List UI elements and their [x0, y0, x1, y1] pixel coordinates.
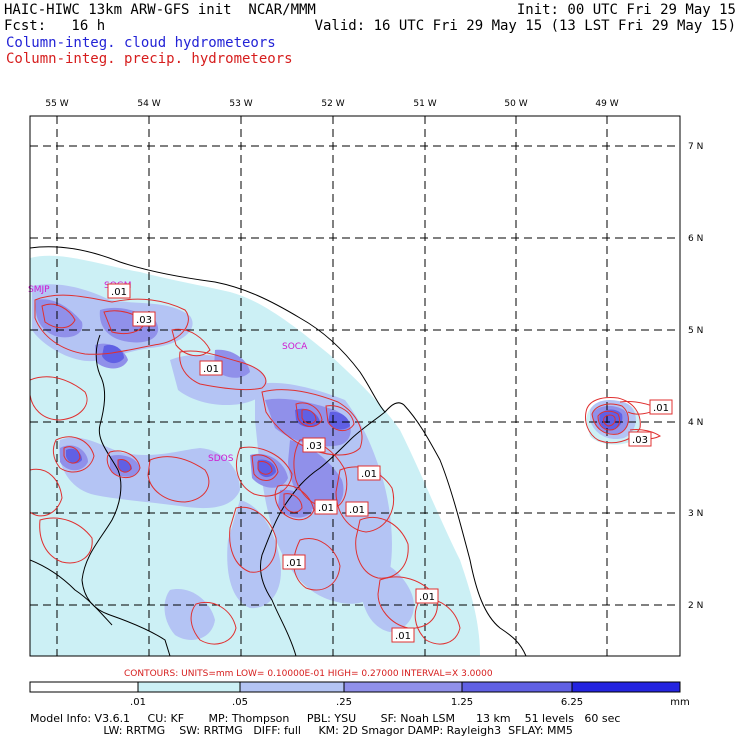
model-info-line2: LW: RRTMG SW: RRTMG DIFF: full KM: 2D Sm…: [30, 724, 573, 737]
lon-label: 54 W: [137, 99, 160, 109]
lon-label: 53 W: [229, 99, 252, 109]
svg-text:.01: .01: [361, 469, 377, 480]
lat-label: 4 N: [688, 418, 703, 428]
colorbar-tick-label: .05: [232, 697, 248, 708]
forecast-hour: Fcst: 16 h: [4, 18, 106, 34]
model-info-line1: Model Info: V3.6.1 CU: KF MP: Thompson P…: [30, 712, 621, 725]
colorbar-segment: [343, 681, 463, 693]
contour-label: .01: [345, 501, 369, 517]
svg-text:.03: .03: [136, 315, 152, 326]
contour-label: .01: [357, 465, 381, 481]
lon-label: 50 W: [504, 99, 527, 109]
contour-label: .01: [199, 360, 223, 376]
contour-label: .01: [391, 627, 415, 643]
svg-text:.01: .01: [419, 592, 435, 603]
map-frame: [29, 115, 681, 657]
hydrometeor-fill: [30, 255, 641, 656]
svg-text:.01: .01: [203, 364, 219, 375]
field-title-cloud: Column-integ. cloud hydrometeors: [6, 35, 276, 51]
svg-text:.01: .01: [318, 503, 334, 514]
svg-text:.01: .01: [395, 631, 411, 642]
colorbar-segment: [137, 681, 241, 693]
contour-info: CONTOURS: UNITS=mm LOW= 0.10000E-01 HIGH…: [124, 669, 493, 679]
svg-text:.01: .01: [349, 505, 365, 516]
contour-label-boxes: .01 .03 .01 .03 .01 .01 .01 .01 .01 .01 .01 .03: [107, 283, 673, 643]
svg-text:.01: .01: [286, 558, 302, 569]
contour-label: .01: [107, 283, 131, 299]
lat-label: 5 N: [688, 326, 703, 336]
contour-label: .03: [302, 437, 326, 453]
lon-labels: 55 W 54 W 53 W 52 W 51 W 50 W 49 W: [45, 99, 618, 109]
lat-label: 2 N: [688, 601, 703, 611]
border-west: [30, 559, 113, 626]
colorbar-units: mm: [670, 697, 689, 708]
svg-text:.03: .03: [632, 435, 648, 446]
lat-labels: 7 N 6 N 5 N 4 N 3 N 2 N: [688, 142, 703, 611]
lat-label: 6 N: [688, 234, 703, 244]
station-label: SOCA: [282, 342, 308, 352]
lon-label: 55 W: [45, 99, 68, 109]
valid-time: Valid: 16 UTC Fri 29 May 15 (13 LST Fri …: [314, 18, 736, 34]
field-title-precip: Column-integ. precip. hydrometeors: [6, 51, 293, 67]
colorbar-tick-label: 1.25: [451, 697, 473, 708]
precip-contours: [30, 294, 661, 645]
colorbar-segment: [461, 681, 573, 693]
border-guyana-suriname: [81, 334, 171, 656]
svg-text:.01: .01: [111, 287, 127, 298]
colorbar-tick-label: .01: [130, 697, 146, 708]
boundaries: [30, 246, 527, 656]
contour-label: .01: [282, 554, 306, 570]
model-title: HAIC-HIWC 13km ARW-GFS init NCAR/MMM: [4, 2, 316, 18]
svg-text:.03: .03: [306, 441, 322, 452]
lon-label: 49 W: [595, 99, 618, 109]
contour-label: .01: [314, 499, 338, 515]
station-label: SDOS: [208, 454, 234, 464]
station-label: SMJP: [28, 285, 50, 295]
lat-label: 3 N: [688, 509, 703, 519]
colorbar-tick-label: .25: [336, 697, 352, 708]
contour-label: .03: [628, 431, 652, 447]
lon-label: 52 W: [321, 99, 344, 109]
svg-text:.01: .01: [653, 403, 669, 414]
lat-label: 7 N: [688, 142, 703, 152]
colorbar: .01 .05 .25 1.25 6.25 mm: [29, 681, 690, 708]
contour-label: .03: [132, 311, 156, 327]
colorbar-segment: [571, 681, 681, 693]
colorbar-segment: [239, 681, 345, 693]
contour-label: .01: [649, 399, 673, 415]
border-suriname-guiana: [259, 411, 386, 656]
colorbar-tick-label: 6.25: [561, 697, 583, 708]
contour-label: .01: [415, 588, 439, 604]
colorbar-segment: [29, 681, 139, 693]
init-time: Init: 00 UTC Fri 29 May 15: [516, 2, 736, 18]
coastline: [30, 246, 527, 656]
lon-label: 51 W: [413, 99, 436, 109]
